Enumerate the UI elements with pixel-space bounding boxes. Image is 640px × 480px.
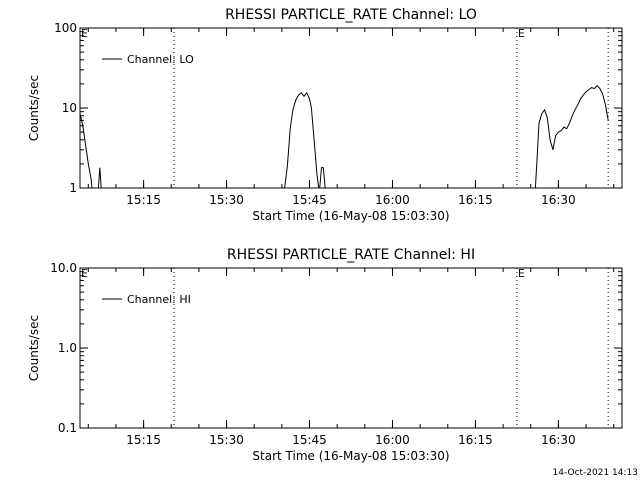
y-axis-label: Counts/sec [27, 315, 41, 381]
event-marker-label: E [518, 27, 525, 40]
chart-panel-2: RHESSI PARTICLE_RATE Channel: HI Counts/s… [27, 247, 623, 463]
x-tick-label: 15:30 [209, 193, 244, 207]
x-axis-label: Start Time (16-May-08 15:03:30) [252, 449, 449, 463]
y-axis-label: Counts/sec [27, 75, 41, 141]
x-tick-label: 15:45 [292, 433, 327, 447]
chart-title: RHESSI PARTICLE_RATE Channel: LO [225, 7, 477, 23]
series-line [284, 91, 312, 188]
series-1 [80, 84, 609, 188]
x-tick-label: 16:30 [541, 193, 576, 207]
event-marker-label: E [81, 27, 88, 40]
legend: Channel: HI [102, 293, 191, 306]
y-tick-label: 10 [62, 101, 77, 115]
x-tick-label: 16:00 [375, 193, 410, 207]
event-marker-label: E [81, 267, 88, 280]
y-tick-label: 1.0 [58, 341, 77, 355]
plot-frame [79, 267, 623, 429]
event-marker-label: E [518, 267, 525, 280]
y-axis-ticks: 1 10 100 [54, 21, 622, 195]
footer-timestamp: 14-Oct-2021 14:13 [552, 468, 638, 478]
x-axis-ticks: 15:15 15:30 15:45 16:00 16:15 16:30 [87, 28, 615, 207]
series-line [97, 167, 102, 188]
x-axis-ticks: 15:15 15:30 15:45 16:00 16:15 16:30 [87, 268, 615, 447]
series-line [310, 107, 320, 188]
legend-label: Channel: LO [127, 53, 194, 66]
x-axis-label: Start Time (16-May-08 15:03:30) [252, 209, 449, 223]
y-axis-ticks: 0.1 1.0 10.0 [50, 261, 622, 435]
x-tick-label: 16:15 [458, 193, 493, 207]
legend-label: Channel: HI [127, 293, 191, 306]
y-tick-label: 0.1 [58, 421, 77, 435]
plot-frame [79, 27, 623, 189]
y-tick-label: 100 [54, 21, 77, 35]
chart-panel-1: RHESSI PARTICLE_RATE Channel: LO Counts/s… [27, 7, 623, 223]
x-tick-label: 16:00 [375, 433, 410, 447]
y-tick-label: 10.0 [50, 261, 77, 275]
x-tick-label: 15:15 [126, 193, 161, 207]
x-tick-label: 15:15 [126, 433, 161, 447]
x-tick-label: 15:30 [209, 433, 244, 447]
series-line [534, 84, 609, 188]
x-tick-label: 16:30 [541, 433, 576, 447]
x-tick-label: 15:45 [292, 193, 327, 207]
series-line [319, 167, 326, 188]
legend: Channel: LO [102, 53, 194, 66]
y-tick-label: 1 [69, 181, 77, 195]
x-tick-label: 16:15 [458, 433, 493, 447]
series-line [80, 113, 93, 188]
chart-title: RHESSI PARTICLE_RATE Channel: HI [227, 247, 475, 263]
